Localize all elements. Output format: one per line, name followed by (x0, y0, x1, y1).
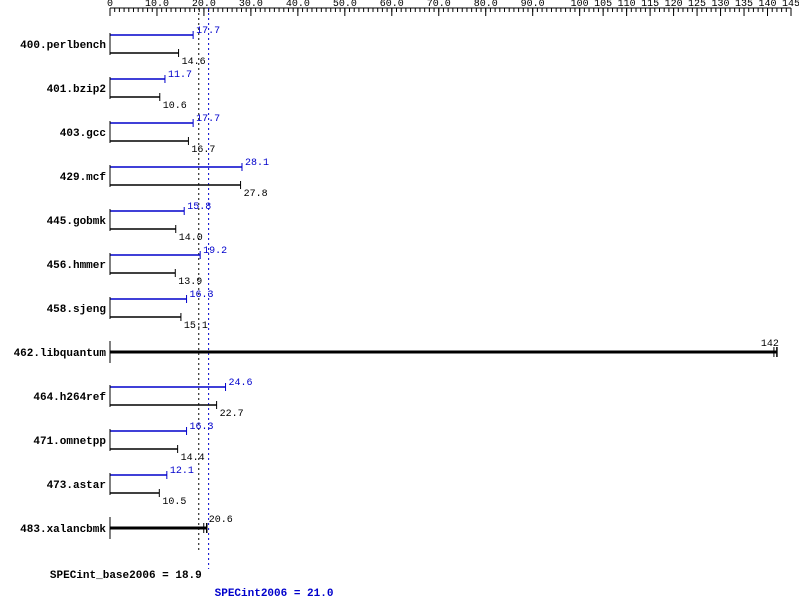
peak-value-label: 17.7 (196, 114, 220, 125)
benchmark-label: 471.omnetpp (33, 436, 106, 448)
base-value-label: 27.8 (244, 189, 268, 200)
base-value-label: 10.5 (162, 497, 186, 508)
benchmark-label: 403.gcc (60, 128, 106, 140)
peak-value-label: 16.3 (190, 422, 214, 433)
tick-label: 120 (665, 0, 683, 10)
base-value-label: 14.0 (179, 233, 203, 244)
benchmark-label: 429.mcf (60, 172, 107, 184)
base-value-label: 22.7 (220, 409, 244, 420)
peak-value-label: 16.3 (190, 290, 214, 301)
benchmark-label: 473.astar (47, 480, 106, 492)
peak-value-label: 19.2 (203, 246, 227, 257)
tick-label: 20.0 (192, 0, 216, 10)
benchmark-label: 400.perlbench (20, 40, 106, 52)
tick-label: 130 (712, 0, 730, 10)
tick-label: 135 (735, 0, 753, 10)
spec-chart: 0 10.0 20.0 30.0 40.0 50.0 60.0 70.0 80.0 90.0 100… (0, 0, 799, 606)
peak-value-label: 24.6 (229, 378, 253, 389)
tick-label: 40.0 (286, 0, 310, 10)
tick-label: 10.0 (145, 0, 169, 10)
tick-label: 90.0 (521, 0, 545, 10)
peak-value-label: 12.1 (170, 466, 194, 477)
tick-label: 140 (759, 0, 777, 10)
value-label: 142 (761, 339, 779, 350)
base-value-label: 13.9 (178, 277, 202, 288)
tick-label: 105 (594, 0, 612, 10)
benchmark-label: 401.bzip2 (47, 84, 106, 96)
peak-value-label: 11.7 (168, 70, 192, 81)
tick-label: 80.0 (474, 0, 498, 10)
base-value-label: 16.7 (191, 145, 215, 156)
base-value-label: 10.6 (163, 101, 187, 112)
tick-label: 115 (641, 0, 659, 10)
tick-label: 50.0 (333, 0, 357, 10)
tick-label: 100 (571, 0, 589, 10)
base-value-label: 15.1 (184, 321, 208, 332)
chart-bg (0, 0, 799, 606)
benchmark-label: 445.gobmk (47, 216, 107, 228)
tick-label: 60.0 (380, 0, 404, 10)
benchmark-label: 456.hmmer (47, 260, 106, 272)
summary-base: SPECint_base2006 = 18.9 (50, 570, 202, 582)
peak-value-label: 15.8 (187, 202, 211, 213)
summary-peak: SPECint2006 = 21.0 (215, 588, 334, 600)
peak-value-label: 28.1 (245, 158, 269, 169)
base-value-label: 14.4 (181, 453, 205, 464)
base-value-label: 14.6 (182, 57, 206, 68)
tick-label: 145 (782, 0, 799, 10)
benchmark-label: 483.xalancbmk (20, 524, 106, 536)
tick-label: 0 (107, 0, 113, 10)
benchmark-label: 458.sjeng (47, 304, 106, 316)
tick-label: 125 (688, 0, 706, 10)
tick-label: 70.0 (427, 0, 451, 10)
benchmark-label: 462.libquantum (14, 348, 107, 360)
value-label: 20.6 (209, 515, 233, 526)
tick-label: 110 (618, 0, 636, 10)
benchmark-label: 464.h264ref (33, 392, 106, 404)
tick-label: 30.0 (239, 0, 263, 10)
peak-value-label: 17.7 (196, 26, 220, 37)
